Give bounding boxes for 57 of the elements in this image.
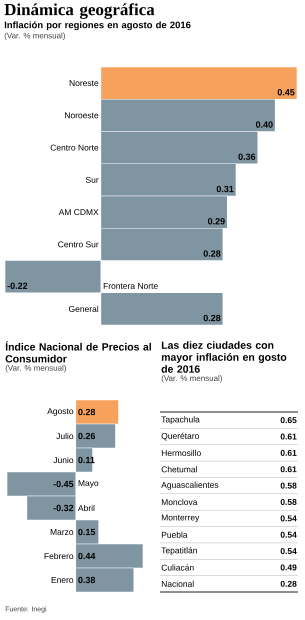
data-label: -0.32 <box>53 504 74 512</box>
category-label: Nacional <box>162 580 194 587</box>
data-label: 0.15 <box>78 528 96 536</box>
data-label: 0.28 <box>204 314 220 322</box>
data-label: 0.31 <box>216 186 234 192</box>
data-label: -0.22 <box>8 282 28 289</box>
data-label: 0.28 <box>280 580 297 587</box>
data-label: 0.61 <box>280 450 297 456</box>
y-tick-label: Junio <box>53 456 74 464</box>
category-label: Culiacán <box>162 564 194 571</box>
y-tick-label: Julio <box>56 432 74 440</box>
data-label: 0.54 <box>280 548 297 554</box>
y-tick-label: Noroeste <box>65 112 98 118</box>
y-tick-label: Febrero <box>44 552 74 560</box>
y-tick-label: General <box>68 306 98 312</box>
data-label: 0.28 <box>78 408 96 416</box>
y-tick-label: AM CDMX <box>58 209 98 216</box>
y-tick-label: Noreste <box>70 80 98 86</box>
category-label: Aguascalientes <box>161 482 218 490</box>
chart-title: Índice Nacional de Precios al Consumidor <box>6 341 151 363</box>
data-label: 0.45 <box>278 89 295 96</box>
category-label: Monclova <box>162 498 198 506</box>
category-label: Monterrey <box>162 514 200 522</box>
data-label: 0.26 <box>78 432 96 440</box>
data-label: 0.61 <box>280 434 297 440</box>
chart-subtitle: Inflación por regiones en agosto de 2016 <box>4 21 191 30</box>
y-tick-label: Centro Norte <box>50 144 98 151</box>
data-label: 0.54 <box>280 532 297 538</box>
category-label: Hermosillo <box>162 450 201 456</box>
chart-title: Dinámica geográfica <box>4 3 154 19</box>
category-label: Tapachula <box>161 416 200 424</box>
data-label: 0.44 <box>78 552 96 560</box>
data-label: 0.36 <box>238 154 256 160</box>
data-label: 0.61 <box>280 466 297 472</box>
y-tick-label: Sur <box>86 176 99 183</box>
data-label: 0.54 <box>280 515 297 522</box>
category-label: Chetumal <box>162 466 197 472</box>
data-label: 0.38 <box>78 576 96 584</box>
y-tick-label: Marzo <box>50 529 74 535</box>
data-label: 0.29 <box>208 218 225 224</box>
data-label: 0.65 <box>280 417 297 424</box>
y-tick-label: Agosto <box>47 408 74 416</box>
y-tick-label: Abril <box>78 504 94 512</box>
y-tick-label: Frontera Norte <box>104 283 158 289</box>
category-label: Querétaro <box>162 432 199 440</box>
data-label: 0.58 <box>280 499 297 505</box>
y-tick-label: Centro Sur <box>58 241 99 248</box>
data-label: 0.40 <box>256 121 273 128</box>
data-label: -0.45 <box>53 480 74 488</box>
data-label: 0.49 <box>280 564 296 570</box>
category-label: Tepatitlán <box>161 547 197 556</box>
y-tick-label: Mayo <box>78 480 98 488</box>
category-label: Puebla <box>162 532 188 538</box>
text: Las diez ciudades con mayor inflación en gosto de 2016 <box>162 341 286 373</box>
data-label: 0.58 <box>280 482 297 489</box>
data-label: 0.28 <box>204 250 220 257</box>
y-tick-label: Enero <box>52 577 74 583</box>
